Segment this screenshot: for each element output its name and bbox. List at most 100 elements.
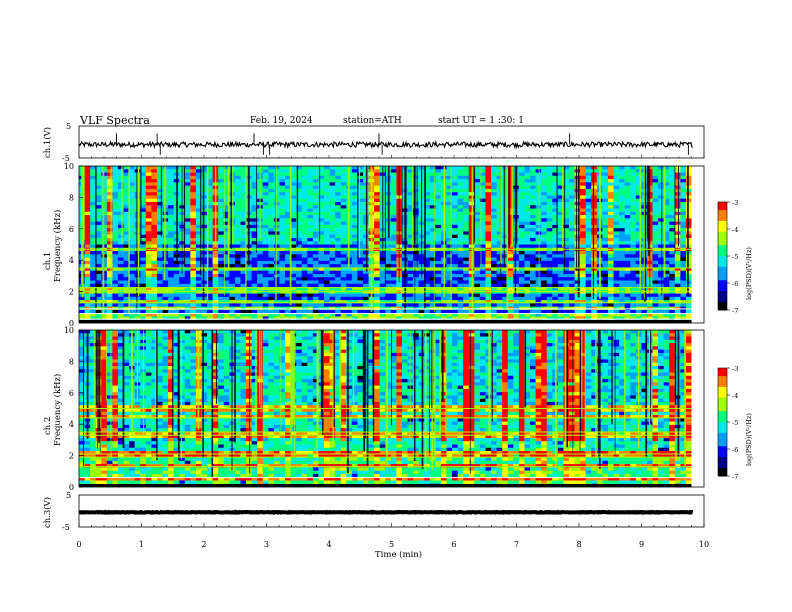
spectrogram-cell [184, 228, 191, 232]
spectrogram-cell [129, 185, 136, 190]
spectrogram-cell [424, 218, 431, 222]
spectrogram-cell [223, 182, 230, 187]
spectrogram-cell [179, 290, 186, 294]
spectrogram-cell [613, 208, 620, 213]
spectrogram-cell [658, 221, 665, 226]
spectrogram-cell [507, 241, 514, 245]
spectrogram-cell [335, 211, 342, 216]
spectrogram-cell [184, 185, 191, 190]
spectrogram-cell [84, 198, 91, 203]
spectrogram-cell [162, 270, 169, 275]
spectrogram-cell [290, 231, 297, 236]
spectrogram-cell [218, 300, 225, 304]
spectrogram-cell [407, 208, 414, 213]
spectrogram-cell [613, 211, 620, 216]
spectrogram-cell [195, 244, 202, 249]
spectrogram-cell [318, 264, 325, 268]
spectrogram-cell [613, 198, 620, 203]
spectrogram-cell [474, 188, 481, 193]
spectrogram-cell [474, 166, 481, 170]
station-label: station=ATH [343, 116, 402, 126]
spectrogram-cell [674, 234, 681, 239]
spectrogram-cell [413, 296, 420, 301]
spectrogram-cell [207, 300, 214, 304]
spectrogram-cell [168, 166, 175, 170]
spectrogram-cell [663, 280, 670, 285]
spectrogram-cell [301, 290, 308, 294]
spectrogram-cell [201, 303, 208, 308]
spectrogram-cell [535, 169, 542, 173]
spectrogram-cell [496, 215, 503, 219]
spectrogram-cell [390, 188, 397, 193]
spectrogram-cell [90, 290, 97, 294]
spectrogram-cell [201, 287, 208, 291]
spectrogram-cell [151, 175, 158, 180]
spectrogram-cell [407, 241, 414, 245]
spectrogram-cell [613, 270, 620, 275]
spectrogram-cell [218, 251, 225, 255]
spectrogram-cell [569, 241, 575, 245]
spectrogram-cell [262, 211, 269, 216]
ch1-voltage-ylabel: ch.1(V) [42, 127, 53, 158]
spectrogram-cell [630, 287, 637, 291]
spectrogram-cell [329, 273, 336, 278]
spectrogram-cell [151, 296, 158, 301]
spectrogram-cell [474, 300, 481, 304]
spectrogram-cell [602, 270, 609, 275]
spectrogram-cell [607, 185, 614, 190]
spectrogram-cell [201, 237, 208, 242]
spectrogram-cell [518, 300, 525, 304]
spectrogram-cell [390, 273, 397, 278]
spectrogram-cell [674, 287, 681, 291]
spectrogram-cell [168, 231, 175, 236]
spectrogram-cell [145, 251, 152, 255]
spectrogram-cell [129, 296, 136, 301]
spectrogram-cell [585, 195, 592, 200]
spectrogram-cell [123, 260, 130, 265]
spectrogram-cell [602, 182, 609, 187]
spectrogram-cell [290, 218, 297, 222]
spectrogram-cell [184, 287, 191, 291]
spectrogram-cell [296, 179, 303, 183]
spectrogram-cell [413, 241, 420, 245]
spectrogram-cell [552, 179, 559, 183]
spectrogram-cell [407, 201, 414, 206]
spectrogram-cell [635, 231, 642, 236]
spectrogram-cell [524, 300, 531, 304]
spectrogram-cell [106, 251, 113, 255]
spectrogram-cell [435, 237, 442, 242]
spectrogram-cell [607, 254, 614, 258]
spectrogram-cell [112, 277, 119, 281]
spectrogram-cell [635, 290, 642, 294]
spectrogram-cell [518, 215, 525, 219]
spectrogram-cell [413, 205, 420, 209]
spectrogram-cell [106, 267, 113, 272]
spectrogram-cell [296, 185, 303, 190]
spectrogram-cell [619, 277, 626, 281]
spectrogram-cell [201, 201, 208, 206]
spectrogram-cell [485, 198, 492, 203]
spectrogram-cell [312, 201, 319, 206]
spectrogram-cell [435, 195, 442, 200]
spectrogram-cell [324, 283, 330, 288]
spectrogram-cell [424, 221, 431, 226]
spectrogram-cell [496, 254, 503, 258]
spectrogram-cell [123, 179, 130, 183]
spectrogram-cell [123, 172, 130, 177]
spectrogram-cell [552, 270, 559, 275]
spectrogram-cell [151, 254, 158, 258]
spectrogram-cell [619, 300, 626, 304]
spectrogram-cell [223, 273, 230, 278]
spectrogram-cell [318, 290, 325, 294]
spectrogram-cell [134, 234, 141, 239]
spectrogram-cell [557, 195, 564, 200]
spectrogram-cell [268, 277, 275, 281]
spectrogram-cell [251, 201, 258, 206]
spectrogram-cell [374, 296, 381, 301]
spectrogram-cell [290, 303, 297, 308]
spectrogram-cell [140, 309, 147, 314]
spectrogram-cell [268, 185, 275, 190]
spectrogram-cell [635, 296, 642, 301]
spectrogram-cell [223, 201, 230, 206]
spectrogram-cell [329, 201, 336, 206]
